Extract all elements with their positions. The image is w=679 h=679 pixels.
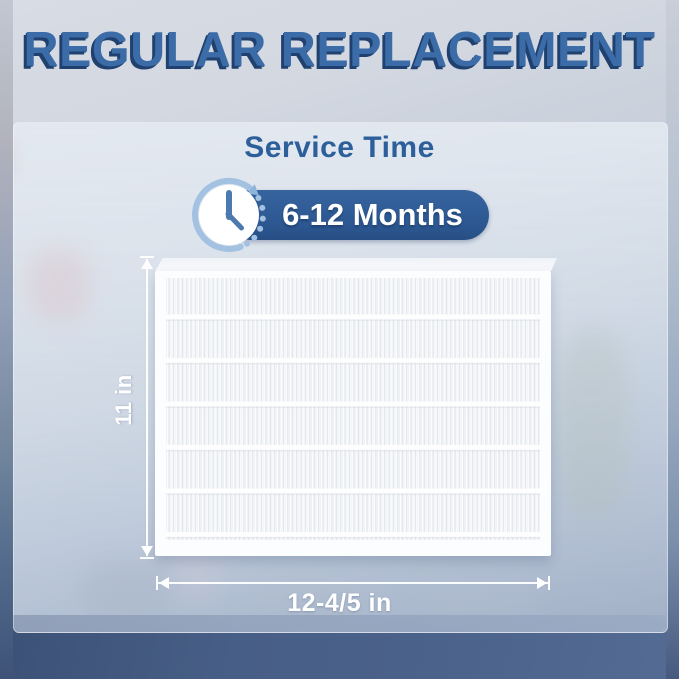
height-dimension-line <box>146 259 148 556</box>
height-dimension-arrow-down <box>141 546 153 556</box>
service-time-label: Service Time <box>244 131 435 164</box>
service-time-badge: 6-12 Months <box>0 176 679 254</box>
width-dimension-label: 12-4/5 in <box>287 589 392 617</box>
height-dimension-cap-bottom <box>140 557 154 559</box>
service-interval-pill: 6-12 Months <box>226 190 489 240</box>
height-dimension-label: 11 in <box>111 374 136 426</box>
width-dimension-arrow-left <box>159 577 169 589</box>
background-wall-edge-right <box>666 0 679 679</box>
filter-front-face <box>155 271 551 556</box>
filter-pleats <box>166 278 540 540</box>
height-dimension-cap-top <box>140 256 154 258</box>
clock-refresh-icon <box>190 176 268 254</box>
width-dimension-arrow-right <box>537 577 547 589</box>
width-dimension-cap-left <box>156 576 158 590</box>
height-dimension-arrow-up <box>141 259 153 269</box>
page-title: REGULAR REPLACEMENT <box>23 23 656 77</box>
hepa-filter-illustration <box>155 258 557 556</box>
filter-top-face <box>155 258 557 271</box>
width-dimension-cap-right <box>548 576 550 590</box>
width-dimension-line <box>158 582 548 584</box>
background-wall-edge-left <box>0 0 13 679</box>
service-interval-label: 6-12 Months <box>282 197 463 232</box>
